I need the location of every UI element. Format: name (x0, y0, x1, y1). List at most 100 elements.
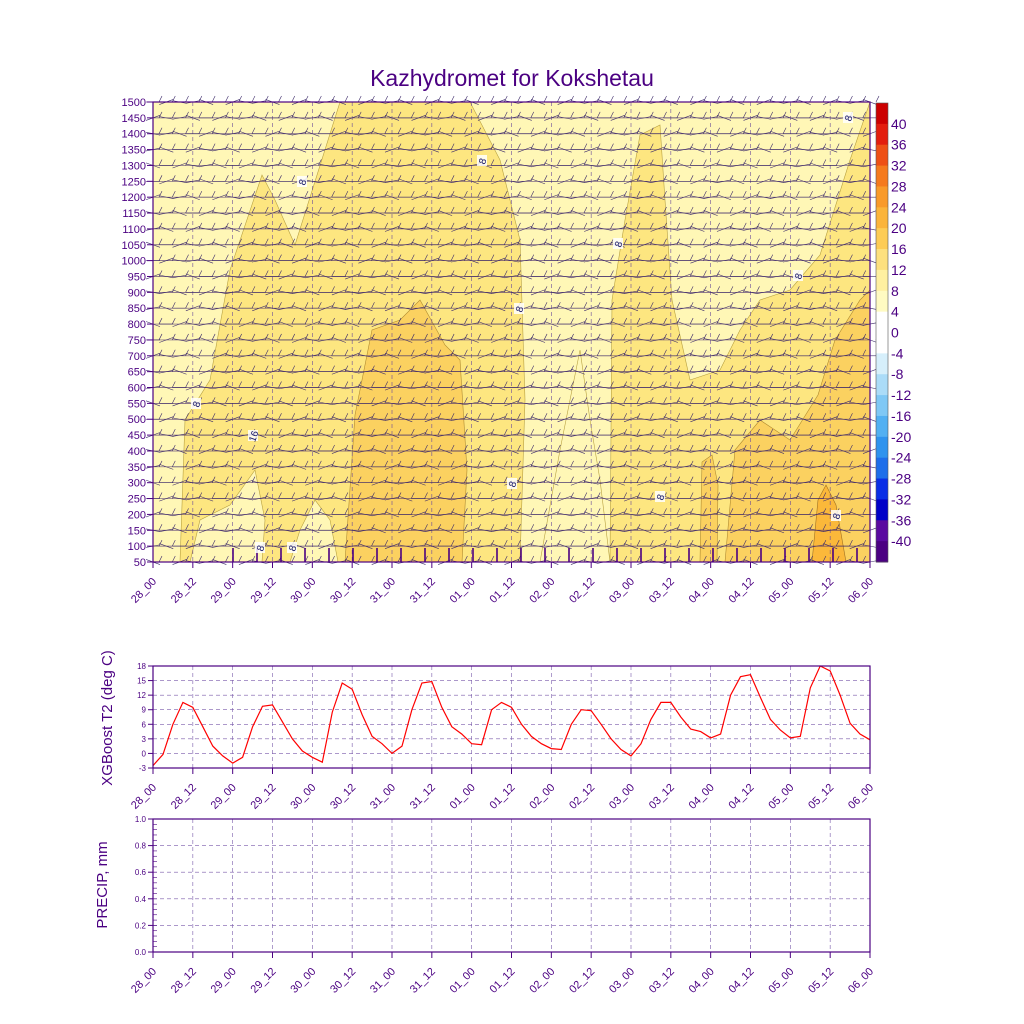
wind-barb (291, 512, 307, 517)
x-tick-label: 04_00 (687, 576, 717, 606)
wind-barb (504, 448, 519, 454)
wind-barb (345, 352, 360, 359)
wind-barb (690, 211, 705, 215)
wind-barb (345, 132, 360, 136)
wind-barb (318, 146, 333, 153)
wind-barb-feather (371, 365, 375, 372)
wind-barb-feather (557, 270, 561, 277)
wind-barb-feather (530, 143, 535, 150)
wind-barb-feather (742, 175, 747, 182)
x-tick-label: 28_00 (129, 782, 159, 812)
wind-barb-feather (211, 286, 216, 293)
wind-barb-feather (397, 365, 402, 372)
wind-barb (743, 321, 758, 327)
wind-barb (305, 417, 320, 421)
wind-barb-feather (689, 460, 694, 467)
wind-barb (517, 258, 532, 263)
wind-barb-feather (357, 270, 362, 277)
wind-barb (464, 368, 479, 375)
wind-barb-feather (397, 333, 402, 341)
wind-barb (809, 290, 824, 295)
wind-barb-feather (450, 206, 455, 214)
wind-barb-feather (596, 524, 601, 531)
wind-barb-feather (238, 508, 242, 515)
wind-barb-feather (158, 460, 163, 467)
wind-barb-feather (570, 333, 574, 341)
wind-barb (185, 305, 200, 312)
wind-barb (544, 511, 559, 518)
y-tick-label: 250 (128, 494, 146, 506)
wind-barb-feather (344, 286, 349, 293)
wind-barb-feather (172, 127, 176, 134)
wind-barb (238, 354, 254, 358)
wind-barb-feather (211, 460, 216, 467)
wind-barb-feather (742, 540, 747, 547)
wind-barb (238, 274, 254, 279)
wind-barb-feather (583, 381, 588, 388)
wind-barb (491, 274, 506, 279)
wind-barb (212, 227, 227, 231)
wind-barb (318, 401, 333, 406)
wind-barb-feather (729, 524, 734, 531)
wind-barb-feather (185, 317, 189, 325)
wind-barb (265, 257, 280, 264)
wind-barb (623, 449, 639, 453)
wind-barb-feather (809, 270, 813, 277)
wind-barb-feather (583, 460, 588, 467)
wind-barb-feather (490, 159, 495, 166)
wind-barb-feather (822, 175, 827, 182)
wind-barb-feather (198, 111, 203, 118)
wind-barb-feather (676, 397, 681, 404)
wind-barb (291, 274, 307, 279)
wind-barb-feather (650, 444, 654, 452)
wind-barb-feather (716, 206, 720, 214)
wind-barb-feather (437, 413, 442, 420)
wind-barb (345, 321, 360, 327)
wind-barb-feather (238, 444, 242, 452)
wind-barb-feather (477, 524, 481, 531)
wind-barb-feather (862, 413, 866, 420)
wind-barb (331, 544, 346, 548)
wind-barb-feather (172, 254, 176, 261)
wind-barb-feather (769, 238, 774, 245)
wind-barb-feather (650, 302, 654, 309)
wind-barb-feather (849, 206, 853, 214)
wind-barb-feather (397, 397, 402, 404)
wind-barb-feather (158, 397, 163, 404)
wind-barb (199, 481, 214, 485)
wind-barb-feather (198, 302, 203, 309)
y-tick-label: 700 (128, 351, 146, 363)
wind-barb-feather (304, 302, 309, 309)
wind-barb (278, 385, 293, 390)
wind-barb-feather (172, 159, 176, 166)
wind-barb (769, 258, 785, 263)
wind-barb (570, 527, 585, 534)
wind-barb (358, 495, 373, 502)
wind-barb (345, 385, 360, 390)
wind-barb-feather (769, 302, 774, 309)
wind-barb-feather (211, 508, 216, 515)
wind-barb (796, 243, 811, 247)
wind-barb-feather (304, 508, 309, 515)
wind-barb (610, 306, 625, 310)
wind-barb (610, 132, 625, 136)
wind-barb-feather (822, 333, 827, 341)
wind-barb-feather (636, 222, 641, 230)
wind-barb (530, 527, 546, 534)
wind-barb-feather (318, 95, 322, 103)
wind-barb-feather (304, 317, 309, 325)
wind-barb (318, 322, 333, 326)
wind-barb (464, 147, 479, 152)
wind-barb (570, 274, 585, 279)
wind-barb-feather (464, 175, 468, 182)
wind-barb-feather (238, 428, 242, 436)
wind-barb-feather (623, 349, 627, 356)
wind-barb-feather (517, 270, 521, 277)
wind-barb (623, 369, 639, 374)
wind-barb (623, 416, 639, 423)
x-tick-label: 04_00 (687, 966, 717, 996)
wind-barb (690, 178, 705, 185)
colorbar-label: 20 (891, 220, 907, 236)
wind-barb (623, 495, 639, 502)
wind-barb-feather (517, 222, 521, 230)
